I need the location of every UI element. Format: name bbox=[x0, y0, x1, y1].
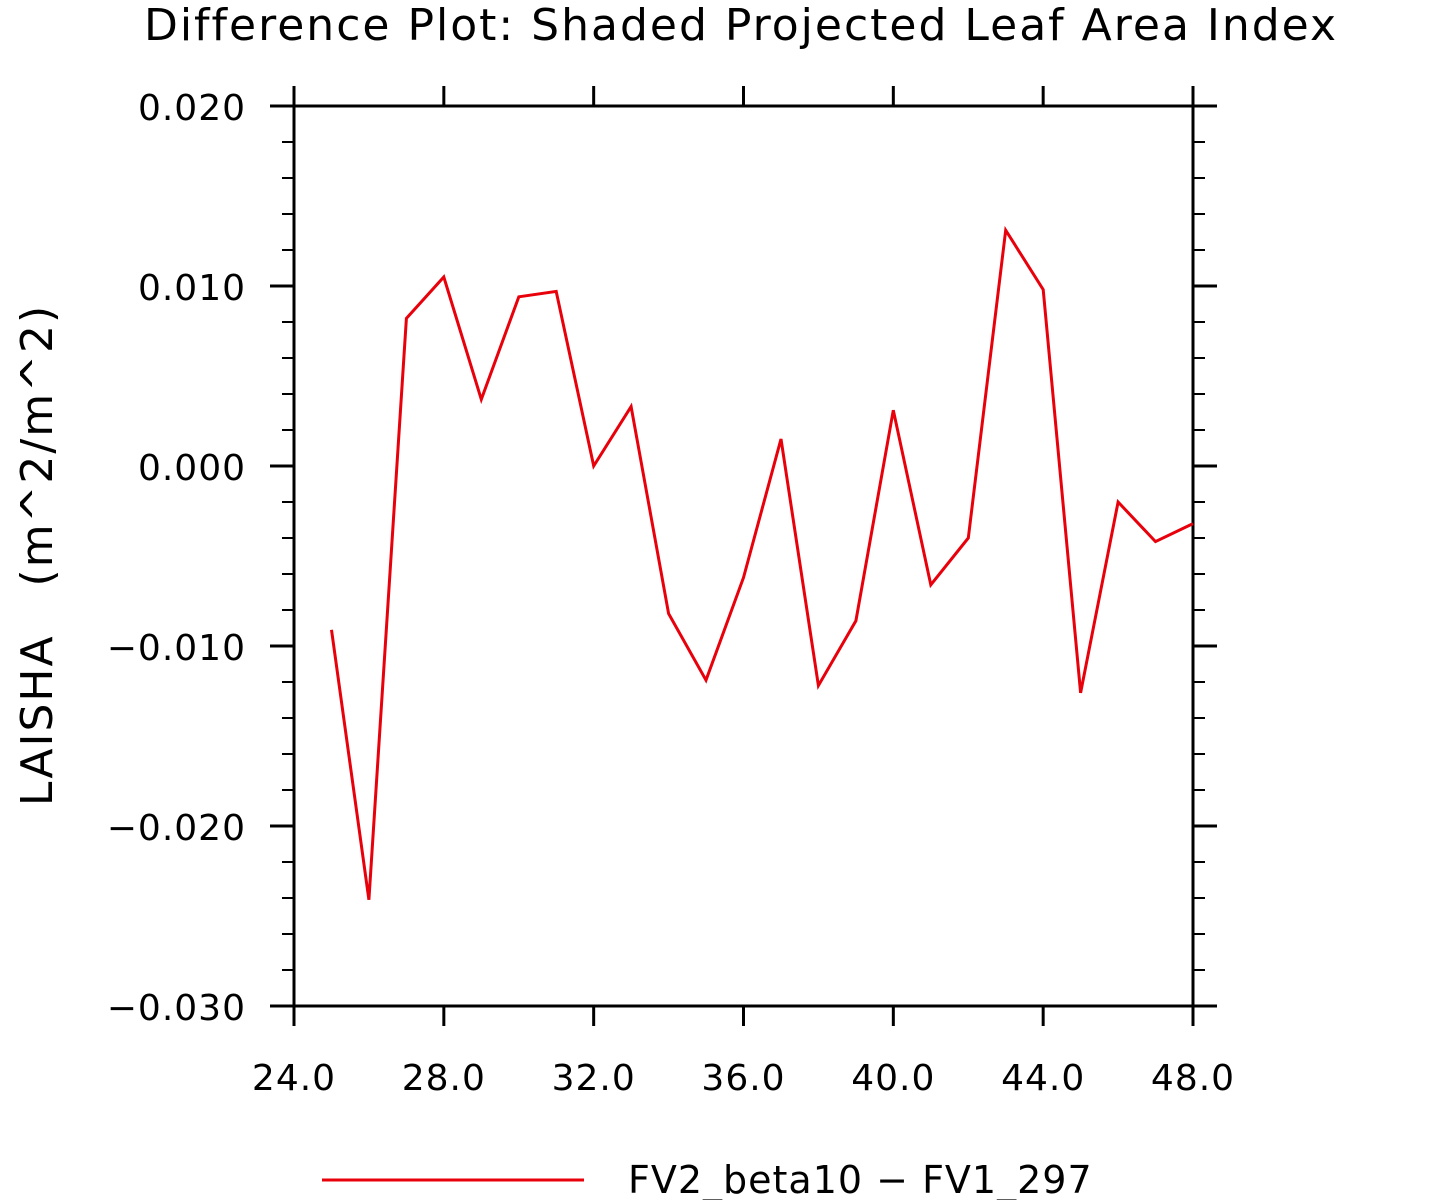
x-tick-labels: 24.0 28.0 32.0 36.0 40.0 44.0 48.0 bbox=[252, 1058, 1235, 1099]
legend: FV2_beta10 − FV1_297 bbox=[322, 1158, 1093, 1200]
series-layer bbox=[330, 225, 1194, 901]
x-tick-label: 44.0 bbox=[1001, 1058, 1085, 1099]
series-line bbox=[330, 225, 1194, 901]
y-tick-label: 0.000 bbox=[138, 448, 246, 489]
x-tick-label: 48.0 bbox=[1151, 1058, 1235, 1099]
axes bbox=[270, 86, 1217, 1026]
y-tick-label: 0.010 bbox=[138, 268, 246, 309]
x-tick-label: 40.0 bbox=[851, 1058, 935, 1099]
y-tick-label: 0.020 bbox=[138, 88, 246, 129]
y-tick-label: −0.030 bbox=[107, 988, 246, 1029]
x-tick-label: 24.0 bbox=[252, 1058, 336, 1099]
y-tick-labels: −0.030 −0.020 −0.010 0.000 0.010 0.020 bbox=[107, 88, 246, 1029]
y-axis-label: LAISHA (m^2/m^2) bbox=[12, 304, 63, 806]
legend-label: FV2_beta10 − FV1_297 bbox=[628, 1158, 1093, 1200]
x-tick-label: 28.0 bbox=[402, 1058, 486, 1099]
x-tick-label: 32.0 bbox=[552, 1058, 636, 1099]
y-tick-label: −0.020 bbox=[107, 808, 246, 849]
y-tick-label: −0.010 bbox=[107, 628, 246, 669]
plot-frame bbox=[292, 104, 1195, 1008]
chart-title: Difference Plot: Shaded Projected Leaf A… bbox=[144, 0, 1338, 51]
x-tick-label: 36.0 bbox=[701, 1058, 785, 1099]
